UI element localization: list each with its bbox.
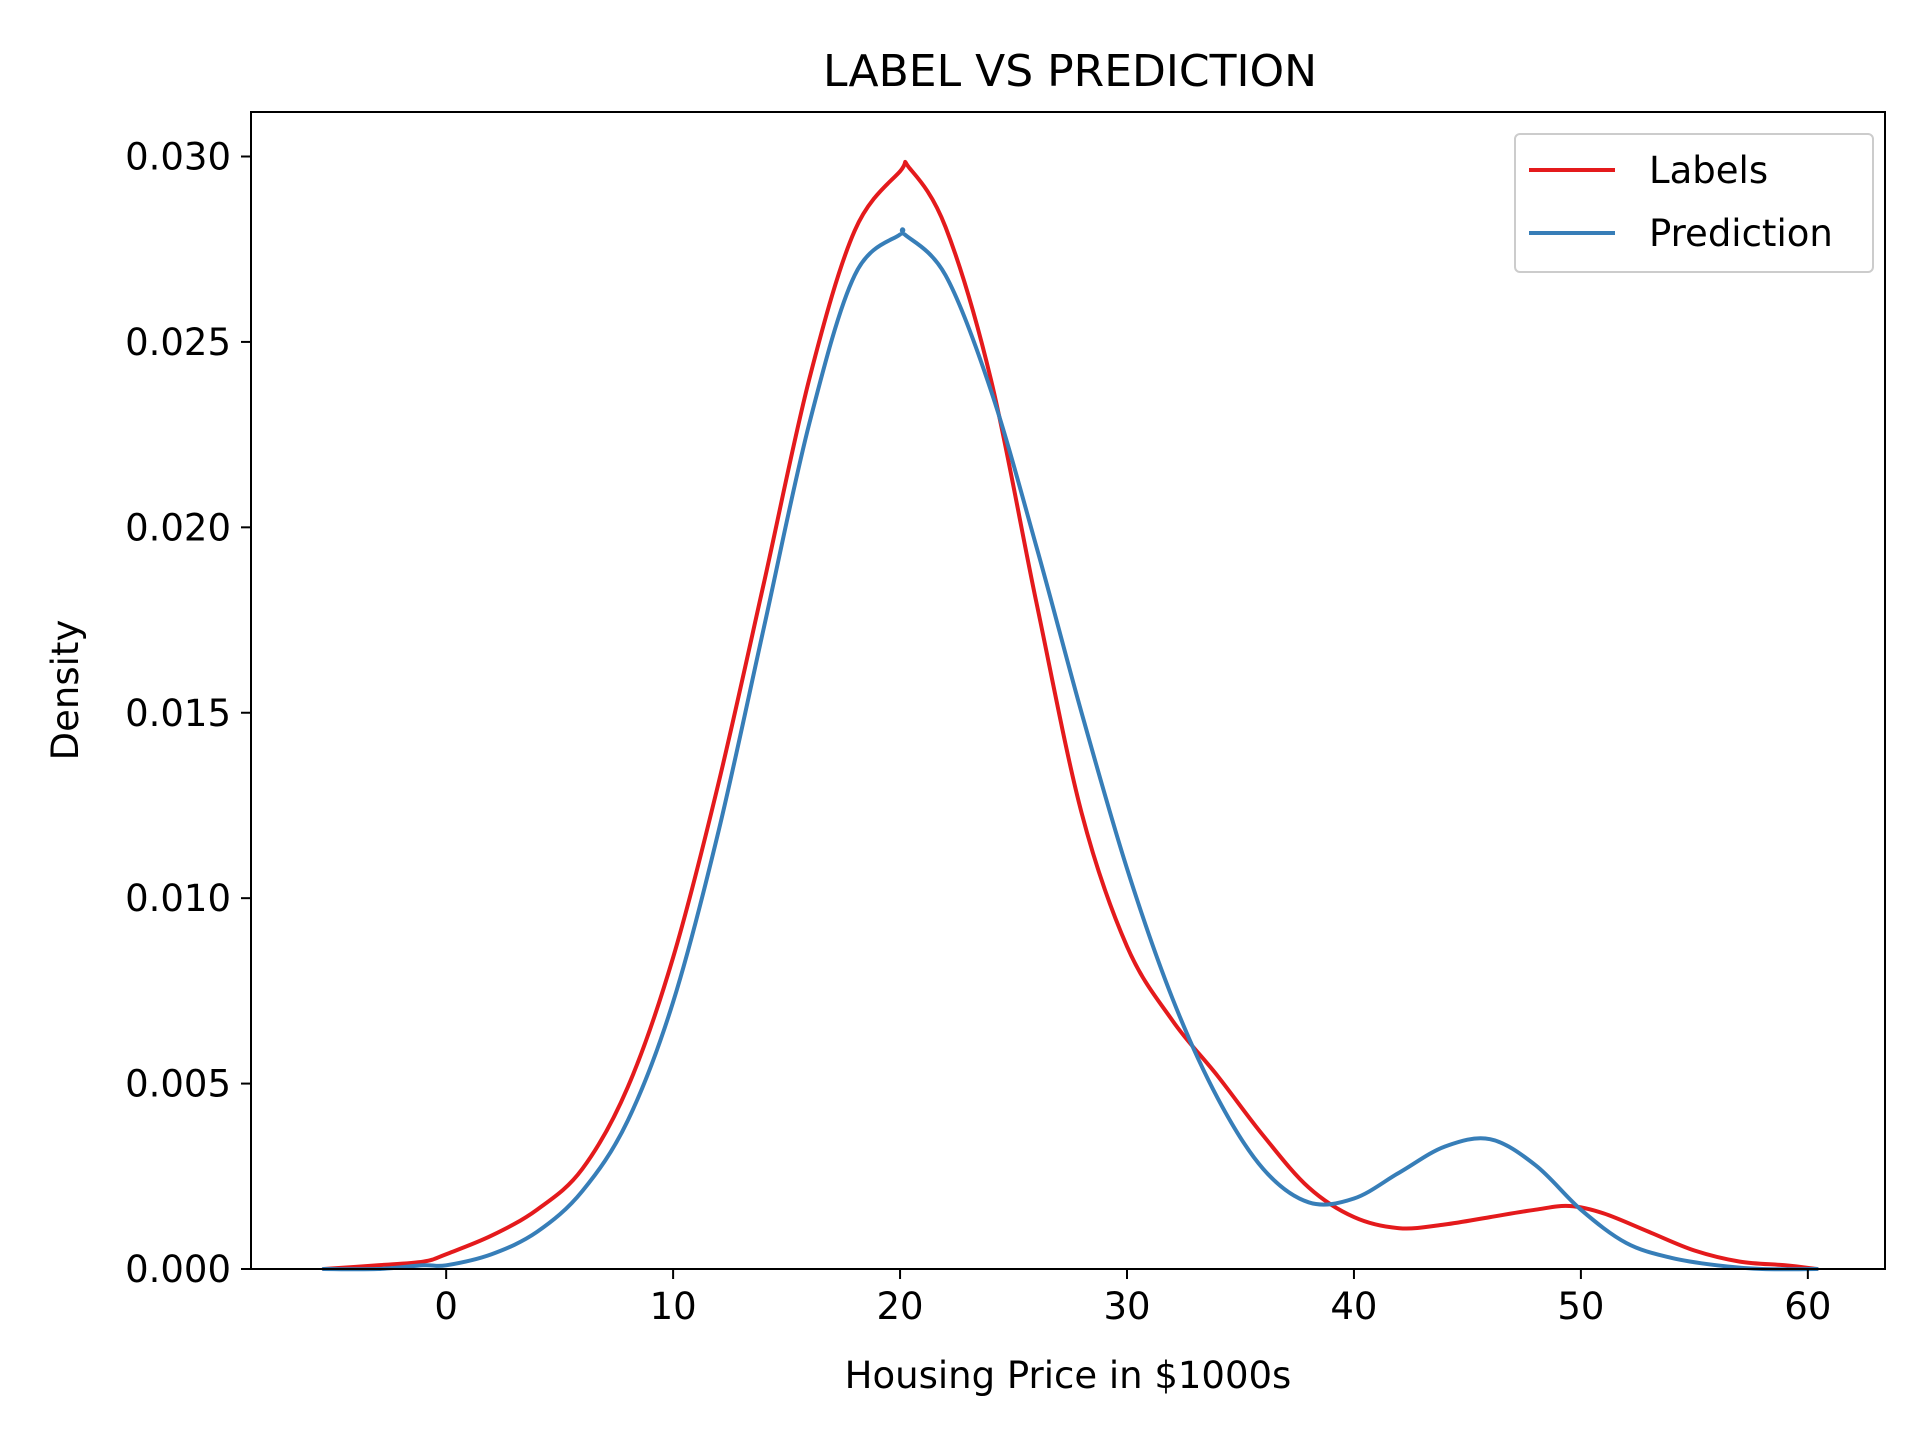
legend-label-prediction: Prediction <box>1649 212 1833 255</box>
x-tick-label: 10 <box>650 1285 697 1328</box>
series-line-labels <box>321 159 1819 1271</box>
x-axis-label: Housing Price in $1000s <box>845 1354 1292 1397</box>
y-tick-label: 0.005 <box>125 1063 231 1106</box>
y-axis-label: Density <box>44 620 87 761</box>
x-tick-label: 30 <box>1103 1285 1150 1328</box>
y-tick-label: 0.000 <box>125 1248 231 1291</box>
y-tick-label: 0.010 <box>125 877 231 920</box>
y-tick-label: 0.015 <box>125 692 231 735</box>
series-line-prediction <box>321 227 1819 1272</box>
legend-label-labels: Labels <box>1649 149 1768 192</box>
axes-frame <box>250 111 1886 1270</box>
x-axis: 0 10 20 30 40 50 60 <box>434 1269 1831 1328</box>
x-tick-label: 0 <box>434 1285 458 1328</box>
x-tick-label: 50 <box>1557 1285 1604 1328</box>
y-tick-label: 0.030 <box>125 136 231 179</box>
chart-title: LABEL VS PREDICTION <box>823 46 1317 97</box>
legend: Labels Prediction <box>1514 133 1874 273</box>
y-tick-label: 0.025 <box>125 321 231 364</box>
x-tick-label: 60 <box>1784 1285 1831 1328</box>
y-axis: 0.000 0.005 0.010 0.015 0.020 0.025 0.030 <box>125 136 251 1291</box>
x-tick-label: 40 <box>1330 1285 1377 1328</box>
y-tick-label: 0.020 <box>125 506 231 549</box>
series-layer <box>321 159 1819 1272</box>
x-tick-label: 20 <box>877 1285 924 1328</box>
